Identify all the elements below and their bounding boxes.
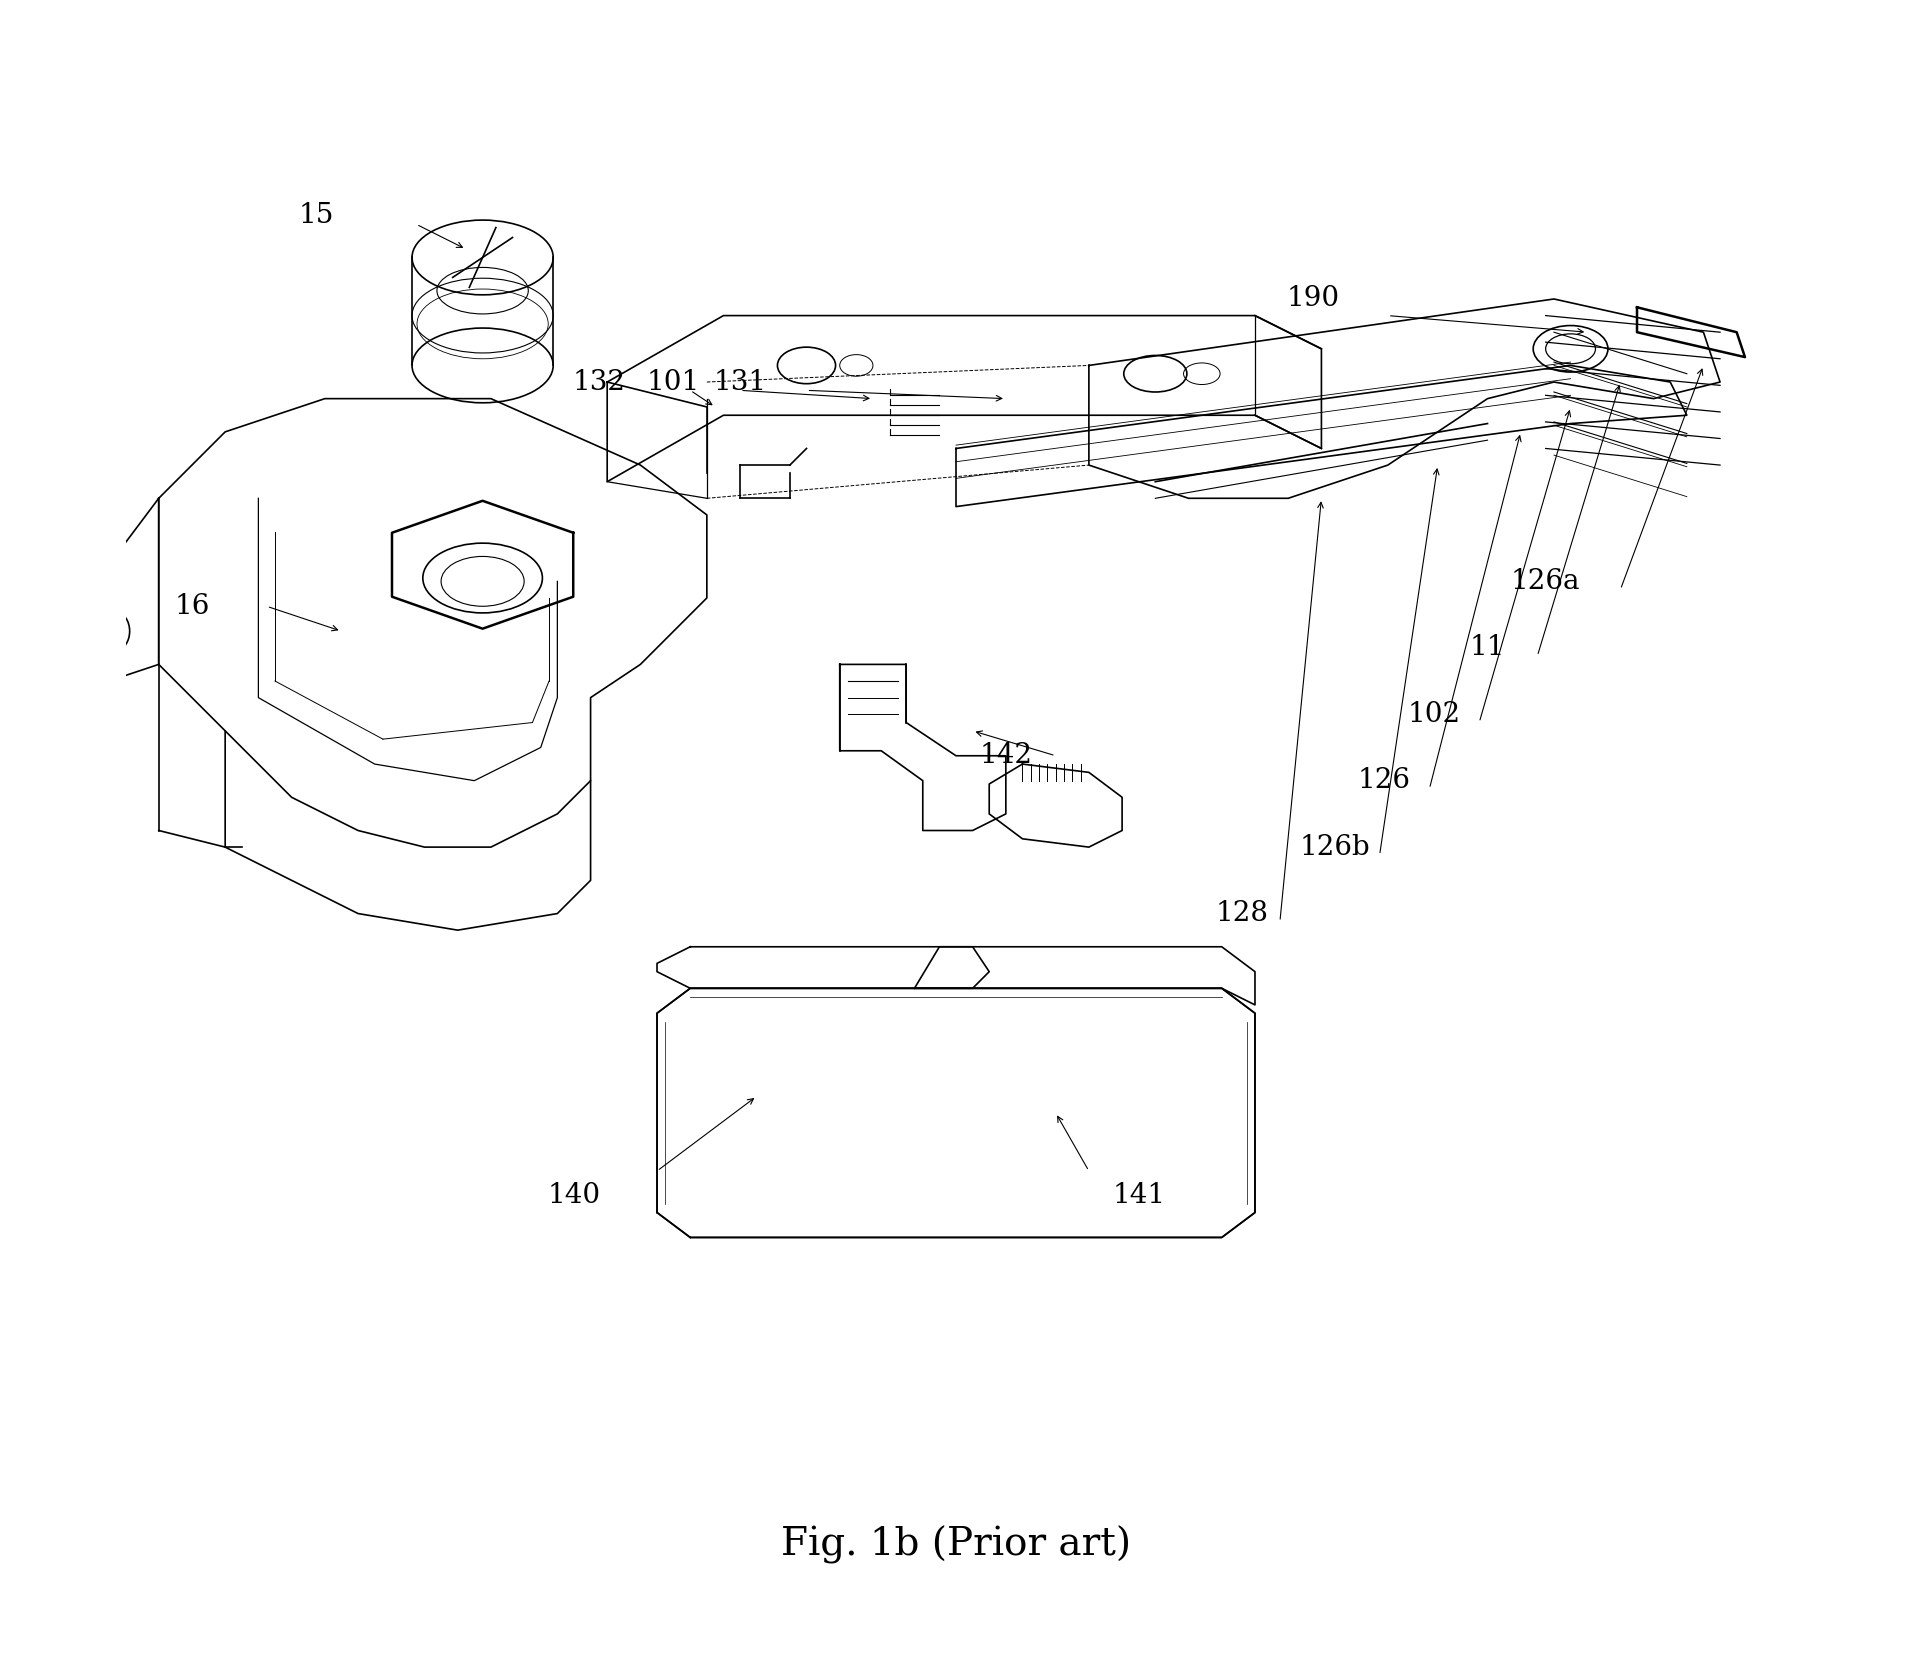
Text: 131: 131 [713,369,767,395]
Text: 101: 101 [646,369,700,395]
Text: 126b: 126b [1300,834,1371,860]
Text: 140: 140 [547,1183,600,1209]
Text: 141: 141 [1113,1183,1164,1209]
Text: 126: 126 [1358,767,1411,794]
Text: 128: 128 [1216,900,1268,927]
Text: 190: 190 [1287,286,1340,312]
Text: 142: 142 [979,742,1032,769]
Text: 16: 16 [174,593,210,620]
Text: 126a: 126a [1510,568,1581,595]
Text: Fig. 1b (Prior art): Fig. 1b (Prior art) [780,1525,1132,1565]
Text: 102: 102 [1407,701,1461,728]
Text: 11: 11 [1470,635,1505,661]
Text: 15: 15 [298,203,335,229]
Text: 132: 132 [572,369,625,395]
